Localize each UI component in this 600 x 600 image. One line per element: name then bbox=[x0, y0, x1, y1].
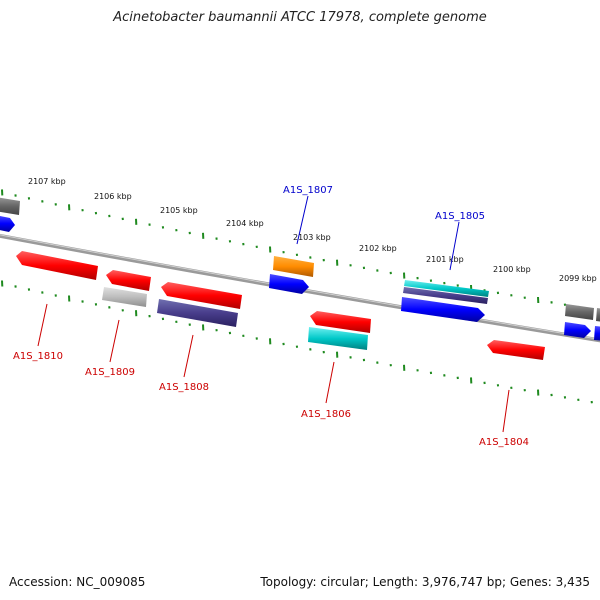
gene-a1s-1807-arrow[interactable] bbox=[269, 274, 309, 294]
inner-tick-ruler bbox=[1, 280, 593, 404]
gene-label-a1s-1806[interactable]: A1S_1806 bbox=[301, 409, 351, 420]
gene-a1s-1808-navy[interactable] bbox=[157, 299, 238, 327]
ruler-label-2099: 2099 kbp bbox=[559, 274, 597, 283]
ruler-label-2106: 2106 kbp bbox=[94, 192, 132, 201]
gene-a1s-1805-arrow[interactable] bbox=[401, 297, 485, 322]
gene-a1s-1806-red[interactable] bbox=[310, 311, 371, 333]
gene-a1s-1805-cyan[interactable] bbox=[404, 280, 489, 297]
map-title: Acinetobacter baumannii ATCC 17978, comp… bbox=[113, 10, 487, 25]
gene-right-grey-forward-2[interactable] bbox=[596, 308, 600, 322]
gene-a1s-1809-red[interactable] bbox=[106, 270, 151, 291]
reverse-strand-genes bbox=[16, 251, 545, 360]
gene-label-a1s-1808[interactable]: A1S_1808 bbox=[159, 382, 209, 393]
gene-label-a1s-1807[interactable]: A1S_1807 bbox=[283, 185, 333, 196]
gene-a1s-1806-cyan[interactable] bbox=[308, 327, 368, 350]
gene-a1s-1804[interactable] bbox=[487, 340, 545, 360]
leader-a1s-1806 bbox=[325, 361, 335, 404]
gene-left-blue-forward[interactable] bbox=[0, 215, 15, 232]
gene-right-blue-forward[interactable] bbox=[564, 322, 591, 338]
accession-text: Accession: NC_009085 bbox=[9, 575, 146, 589]
gene-a1s-1805-navy[interactable] bbox=[403, 287, 488, 304]
gene-a1s-1810[interactable] bbox=[16, 251, 98, 280]
gene-right-grey-forward[interactable] bbox=[565, 304, 594, 320]
genome-summary-text: Topology: circular; Length: 3,976,747 bp… bbox=[260, 575, 590, 589]
forward-strand-genes bbox=[0, 197, 600, 341]
gene-a1s-1808-red[interactable] bbox=[161, 282, 242, 309]
leader-a1s-1805 bbox=[449, 221, 460, 271]
leader-a1s-1809 bbox=[109, 319, 120, 363]
gene-a1s-1809-grey[interactable] bbox=[102, 287, 147, 307]
leader-a1s-1808 bbox=[183, 334, 194, 378]
gene-label-a1s-1804[interactable]: A1S_1804 bbox=[479, 437, 529, 448]
gene-a1s-1807-box[interactable] bbox=[273, 256, 314, 277]
gene-left-grey-forward[interactable] bbox=[0, 197, 20, 215]
ruler-label-2102: 2102 kbp bbox=[359, 244, 397, 253]
leader-a1s-1807 bbox=[296, 195, 309, 245]
gene-label-a1s-1810[interactable]: A1S_1810 bbox=[13, 351, 63, 362]
ruler-label-2101: 2101 kbp bbox=[426, 255, 464, 264]
gene-label-a1s-1805[interactable]: A1S_1805 bbox=[435, 211, 485, 222]
gene-right-blue-forward-2[interactable] bbox=[594, 326, 600, 341]
gene-label-a1s-1809[interactable]: A1S_1809 bbox=[85, 367, 135, 378]
leader-a1s-1810 bbox=[37, 303, 48, 347]
ruler-label-2107: 2107 kbp bbox=[28, 177, 66, 186]
leader-a1s-1804 bbox=[502, 389, 510, 433]
ruler-label-2105: 2105 kbp bbox=[160, 206, 198, 215]
ruler-label-2103: 2103 kbp bbox=[293, 233, 331, 242]
ruler-label-2104: 2104 kbp bbox=[226, 219, 264, 228]
ruler-label-2100: 2100 kbp bbox=[493, 265, 531, 274]
